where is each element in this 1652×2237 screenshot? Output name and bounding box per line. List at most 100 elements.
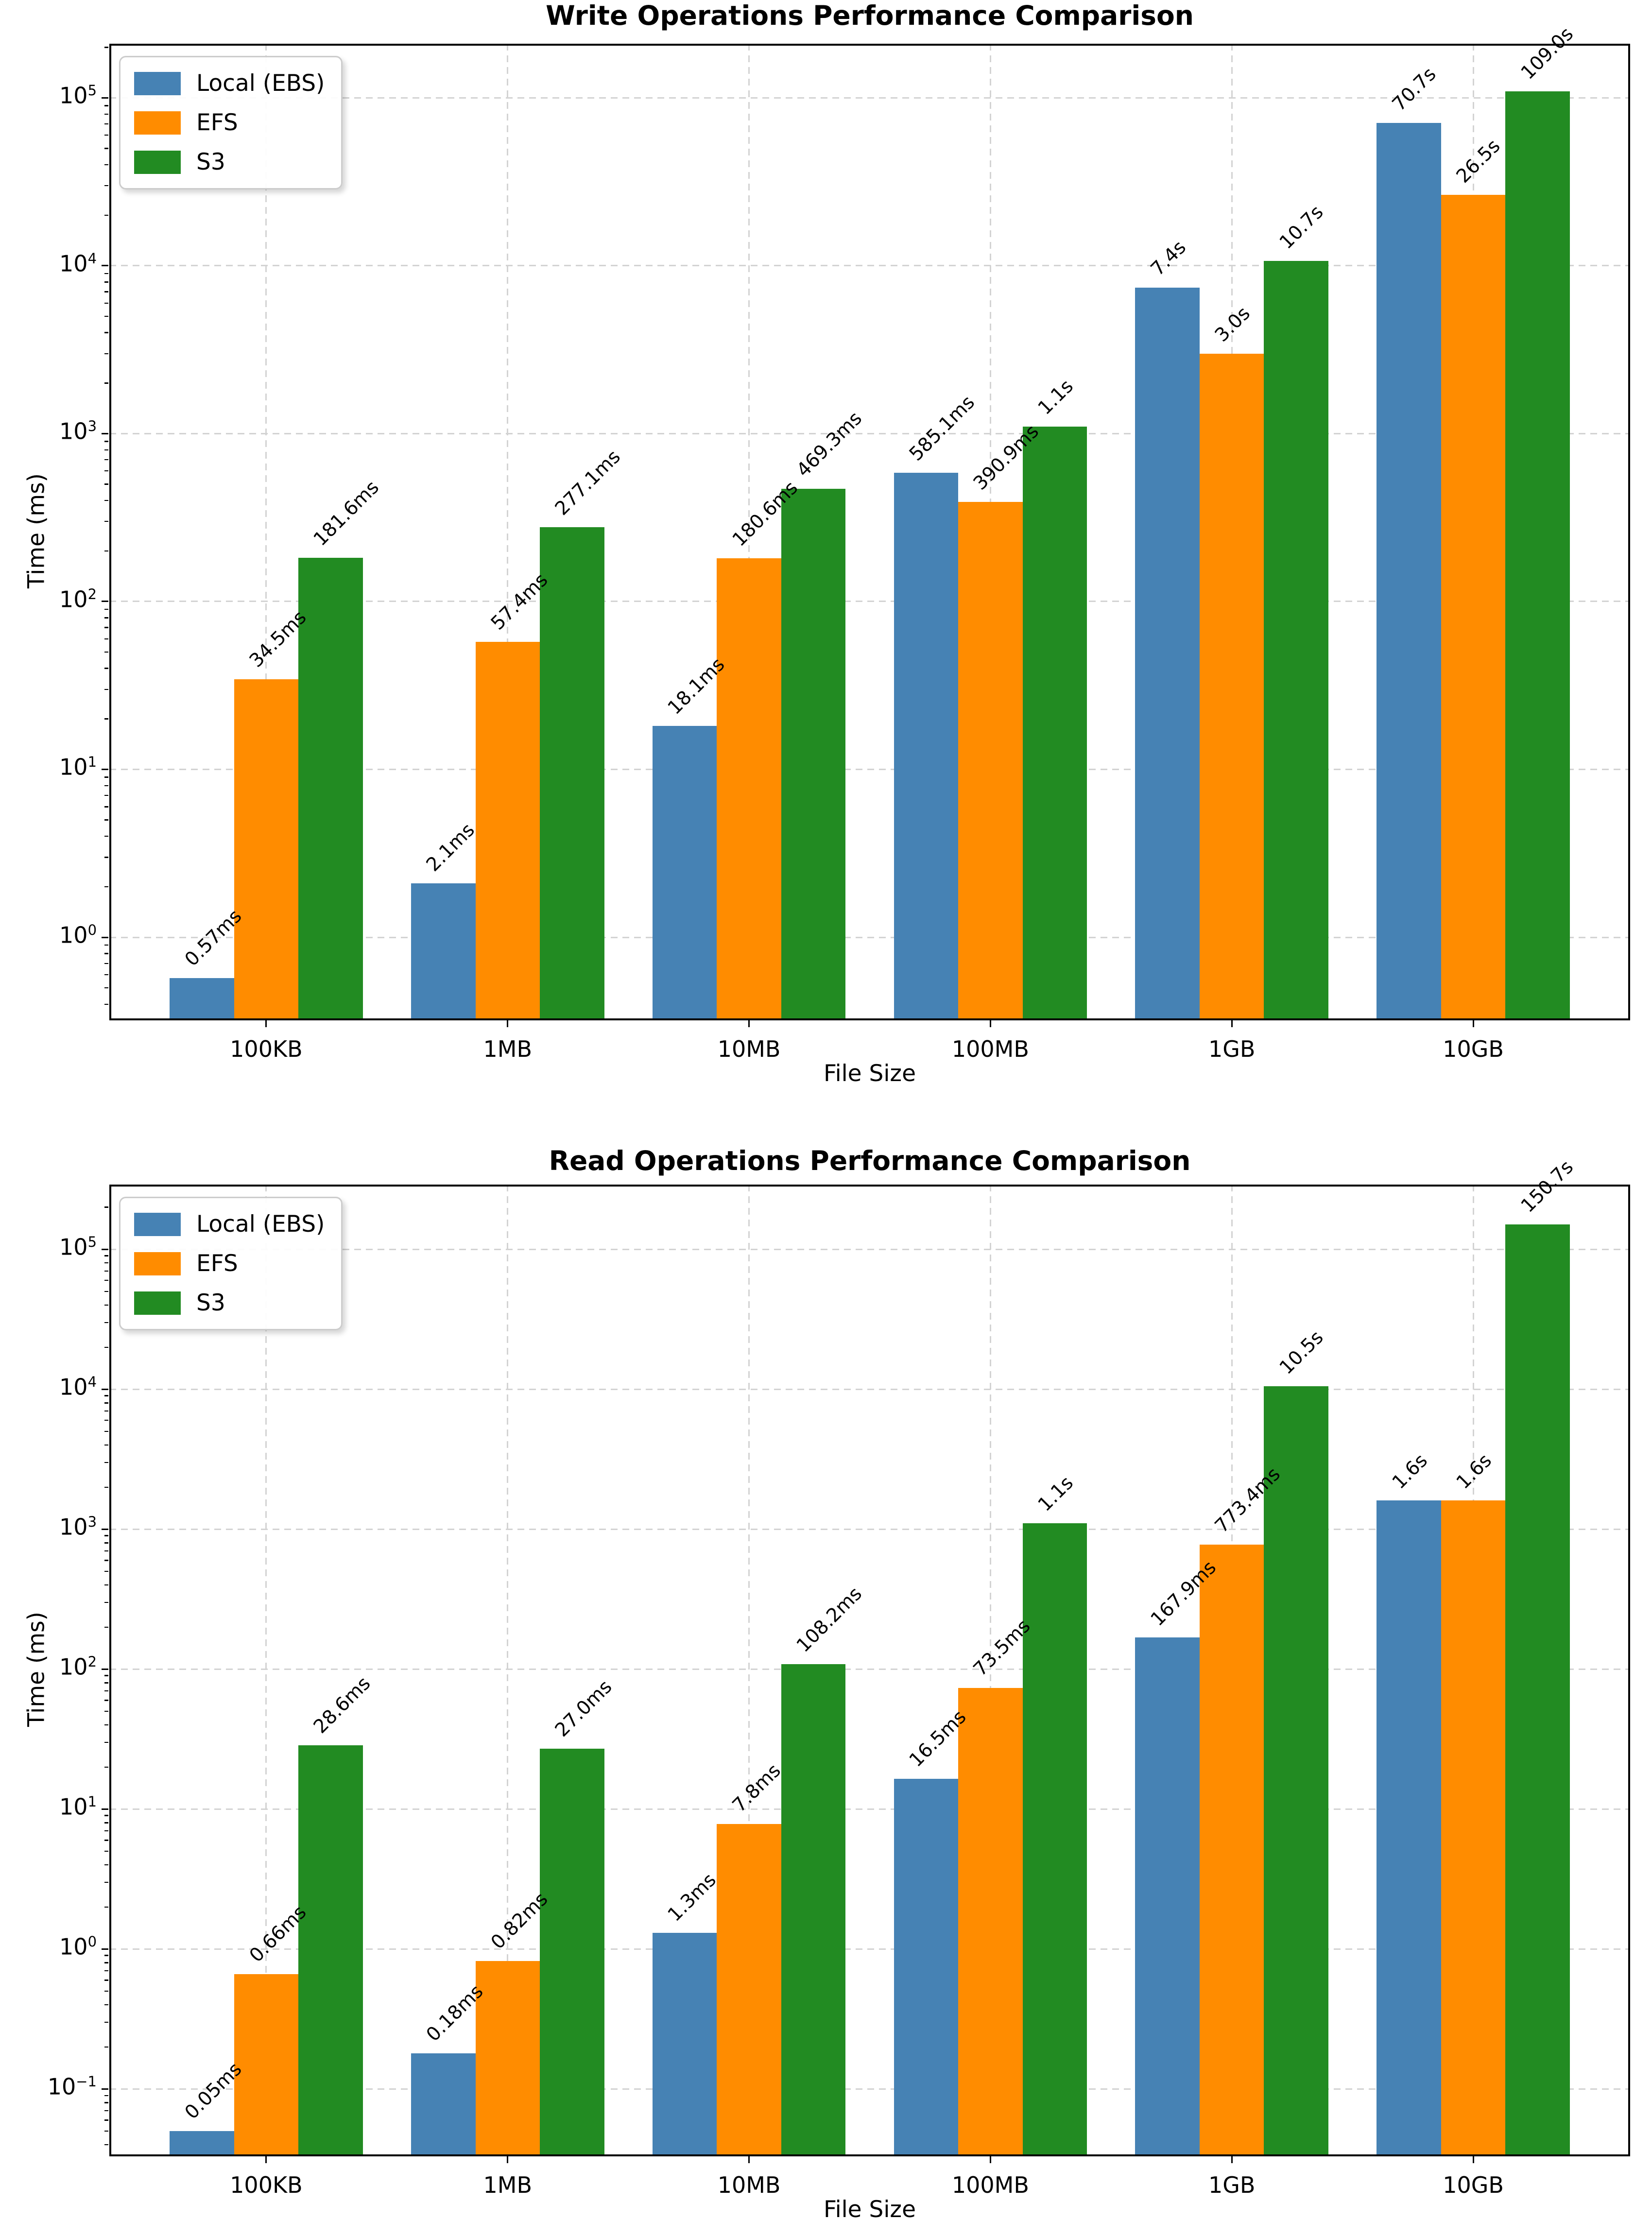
y-minor-tick: [104, 1850, 108, 1852]
bar-local-ebs--10mb: [652, 1933, 717, 2156]
x-major-tick: [748, 2156, 750, 2163]
bar-value-label: 181.6ms: [310, 477, 384, 551]
y-minor-tick: [104, 1430, 108, 1432]
bar-s3-1gb: [1264, 1386, 1328, 2156]
bar-s3-10mb: [781, 1664, 846, 2156]
y-minor-tick: [104, 963, 108, 964]
y-minor-tick: [104, 1741, 108, 1743]
axis-spine: [1628, 1185, 1630, 2156]
x-tick-label: 1GB: [1208, 2172, 1256, 2198]
axis-spine: [109, 1018, 1630, 1020]
y-minor-tick: [104, 47, 108, 48]
x-major-tick: [1231, 2156, 1233, 2163]
legend-label: EFS: [196, 109, 238, 136]
bar-value-label: 277.1ms: [551, 446, 625, 520]
y-minor-tick: [104, 944, 108, 946]
bar-efs-100kb: [234, 1974, 299, 2156]
y-minor-tick: [104, 459, 108, 461]
y-minor-tick: [104, 1486, 108, 1488]
y-minor-tick: [104, 1979, 108, 1981]
write-plot-area: 100 101 102 103 104 105 100KB 1MB 10MB 100MB 1GB 10…: [59, 23, 1630, 1062]
y-minor-tick: [104, 449, 108, 451]
x-tick-label: 10MB: [717, 1036, 781, 1062]
legend-item: EFS: [134, 1250, 325, 1277]
y-gridline: [109, 1528, 1630, 1530]
axis-spine: [109, 2154, 1630, 2156]
bar-value-label: 1.6s: [1388, 1449, 1432, 1494]
bar-efs-100mb: [958, 502, 1023, 1020]
y-minor-tick: [104, 1962, 108, 1963]
legend-label: Local (EBS): [196, 70, 325, 97]
y-minor-tick: [104, 1462, 108, 1463]
x-major-tick: [748, 1020, 750, 1027]
y-major-tick: [102, 432, 108, 434]
legend-label: Local (EBS): [196, 1211, 325, 1238]
x-tick-label: 100KB: [230, 1036, 303, 1062]
x-gridline: [989, 1185, 991, 2156]
y-minor-tick: [104, 776, 108, 778]
y-major-tick: [102, 2088, 108, 2090]
legend-swatch-s3: [134, 150, 181, 174]
x-tick-label: 10MB: [717, 2172, 781, 2198]
bar-efs-10gb: [1441, 194, 1506, 1020]
y-minor-tick: [104, 1322, 108, 1324]
y-tick-label: 102: [59, 1653, 97, 1680]
bar-value-label: 28.6ms: [310, 1672, 375, 1738]
bar-value-label: 469.3ms: [792, 407, 867, 482]
x-gridline: [265, 44, 267, 1020]
y-minor-tick: [104, 857, 108, 858]
bar-value-label: 7.4s: [1146, 236, 1190, 280]
y-gridline: [109, 1948, 1630, 1950]
y-minor-tick: [104, 1864, 108, 1866]
bar-value-label: 1.1s: [1033, 1472, 1078, 1516]
y-minor-tick: [104, 668, 108, 669]
y-tick-label: 103: [59, 418, 97, 445]
x-gridline: [265, 1185, 267, 2156]
x-tick-label: 1GB: [1208, 1036, 1256, 1062]
x-gridline: [507, 1185, 509, 2156]
y-minor-tick: [104, 651, 108, 653]
x-major-tick: [1472, 1020, 1474, 1027]
y-gridline: [109, 1808, 1630, 1810]
y-minor-tick: [104, 1906, 108, 1908]
y-tick-label: 104: [59, 250, 97, 277]
bar-s3-1mb: [540, 527, 604, 1020]
y-minor-tick: [104, 1675, 108, 1676]
y-minor-tick: [104, 2110, 108, 2112]
y-minor-tick: [104, 608, 108, 610]
y-minor-tick: [104, 785, 108, 787]
axis-spine: [1628, 44, 1630, 1020]
bar-local-ebs--1gb: [1135, 288, 1200, 1020]
y-minor-tick: [104, 302, 108, 304]
y-minor-tick: [104, 470, 108, 472]
y-minor-tick: [104, 1550, 108, 1552]
y-minor-tick: [104, 1402, 108, 1404]
y-minor-tick: [104, 1601, 108, 1603]
y-minor-tick: [104, 2119, 108, 2121]
bar-s3-1gb: [1264, 260, 1328, 1020]
y-minor-tick: [104, 617, 108, 619]
legend-label: EFS: [196, 1250, 238, 1277]
y-minor-tick: [104, 1830, 108, 1832]
x-major-tick: [989, 1020, 991, 1027]
y-minor-tick: [104, 795, 108, 796]
x-tick-label: 1MB: [483, 1036, 532, 1062]
y-minor-tick: [104, 2046, 108, 2048]
bar-efs-1mb: [475, 642, 540, 1020]
y-minor-tick: [104, 214, 108, 216]
x-tick-label: 100KB: [230, 2172, 303, 2198]
y-minor-tick: [104, 2021, 108, 2023]
y-minor-tick: [104, 1535, 108, 1536]
bar-value-label: 10.5s: [1275, 1326, 1328, 1379]
y-gridline: [109, 1668, 1630, 1670]
x-major-tick: [265, 2156, 267, 2163]
y-tick-label: 102: [59, 585, 97, 613]
bar-efs-1gb: [1199, 1545, 1264, 2156]
bar-value-label: 3.0s: [1211, 302, 1255, 346]
x-major-tick: [1231, 1020, 1233, 1027]
x-major-tick: [989, 2156, 991, 2163]
y-minor-tick: [104, 185, 108, 187]
bar-s3-1mb: [540, 1749, 604, 2156]
y-major-tick: [102, 768, 108, 770]
axis-spine: [109, 44, 1630, 46]
